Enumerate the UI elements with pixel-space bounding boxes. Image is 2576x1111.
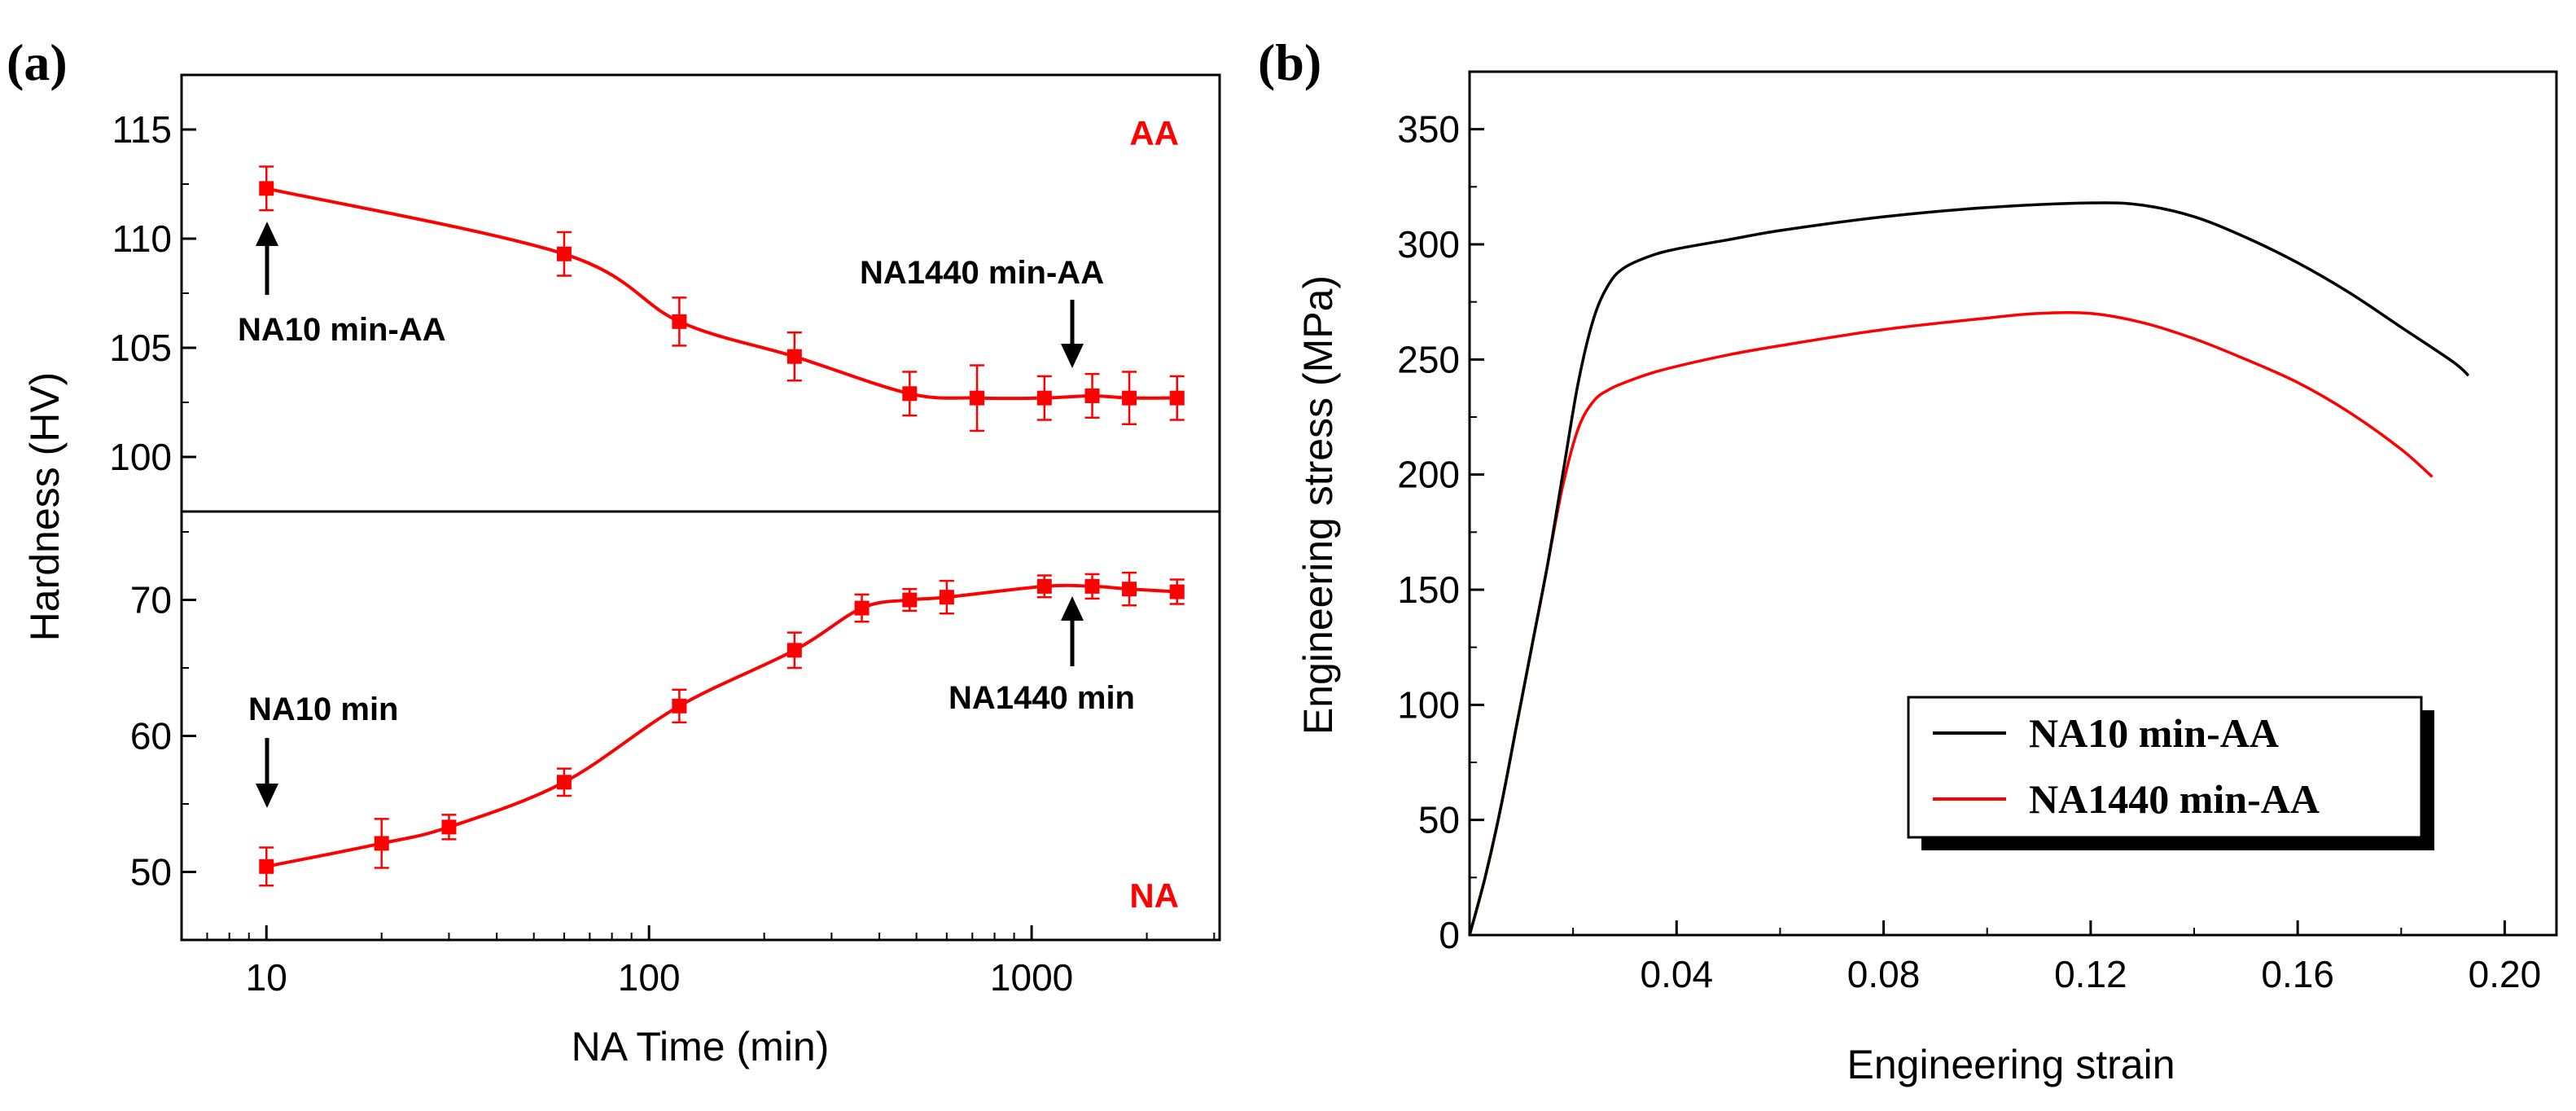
annotation-label: NA1440 min-AA xyxy=(860,255,1104,291)
y-tick-label: 0 xyxy=(1439,914,1460,956)
data-point xyxy=(1122,390,1137,406)
y-tick-label: 100 xyxy=(1397,683,1460,726)
y-tick-label: 250 xyxy=(1397,338,1460,380)
panel-b-frame xyxy=(1468,70,2558,937)
legend-box xyxy=(1907,696,2423,839)
arrow-down-head-icon xyxy=(1061,344,1084,368)
panel-a-ylabel: Hardness (HV) xyxy=(22,372,68,642)
data-point xyxy=(1036,578,1052,594)
x-tick-label: 0.12 xyxy=(2054,953,2127,995)
annotation-label: NA10 min xyxy=(248,692,399,727)
series-line-na10-min-aa xyxy=(1468,201,2470,936)
x-tick-label: 0.08 xyxy=(1847,953,1921,995)
data-point xyxy=(259,858,274,874)
y-tick-label: 70 xyxy=(130,579,172,621)
y-tick-label: 110 xyxy=(112,217,172,260)
y-tick-label: 150 xyxy=(1397,569,1460,611)
y-tick-label: 300 xyxy=(1397,223,1460,266)
series-line-aa xyxy=(265,187,1177,401)
x-tick-label: 0.20 xyxy=(2469,953,2542,995)
panel-a-top-tag: AA xyxy=(1129,114,1179,152)
data-point xyxy=(939,590,954,605)
data-point xyxy=(441,819,457,835)
data-point xyxy=(902,592,918,608)
data-point xyxy=(854,600,870,616)
x-tick-label: 100 xyxy=(618,956,681,999)
panel-a-frame xyxy=(180,73,1221,942)
x-tick-label: 0.16 xyxy=(2261,953,2334,995)
y-tick-label: 350 xyxy=(1397,108,1460,151)
y-tick-label: 105 xyxy=(109,327,172,369)
data-point xyxy=(1169,390,1185,406)
panel-a-ticks: 10 100 1000 100 105 110 115 50 60 70 xyxy=(109,108,1216,999)
legend: NA10 min-AA NA1440 min-AA xyxy=(1907,696,2434,850)
annotation-label: NA10 min-AA xyxy=(238,312,446,348)
data-point xyxy=(556,775,572,790)
annotation-label: NA1440 min xyxy=(948,680,1135,716)
y-tick-label: 50 xyxy=(130,851,172,894)
data-point xyxy=(1169,584,1185,599)
data-point xyxy=(556,246,572,261)
data-point xyxy=(1084,388,1100,403)
panel-b-ylabel: Engineering stress (MPa) xyxy=(1295,275,1341,735)
arrow-up-head-icon xyxy=(1061,596,1084,621)
x-tick-label: 0.04 xyxy=(1641,953,1714,995)
panel-b-label: (b) xyxy=(1258,33,1321,91)
y-tick-label: 50 xyxy=(1418,799,1460,841)
x-tick-label: 10 xyxy=(246,956,287,999)
data-point xyxy=(786,643,802,658)
arrow-up-head-icon xyxy=(256,222,278,246)
panel-a-top-plot xyxy=(259,165,1185,433)
data-point xyxy=(970,390,985,406)
data-point xyxy=(1084,578,1100,594)
series-line-na xyxy=(265,583,1177,868)
data-point xyxy=(902,386,918,402)
panel-a-bottom-plot xyxy=(259,571,1185,887)
annotation-na10-aa: NA10 min-AA xyxy=(238,222,446,348)
y-tick-label: 100 xyxy=(109,436,172,478)
panel-b-plot xyxy=(1468,201,2470,936)
legend-label-na10: NA10 min-AA xyxy=(2029,710,2279,756)
data-point xyxy=(374,836,389,851)
data-point xyxy=(672,314,687,329)
panel-a-bottom-tag: NA xyxy=(1129,876,1179,915)
y-tick-label: 115 xyxy=(112,108,172,151)
panel-a-xlabel: NA Time (min) xyxy=(572,1024,830,1069)
legend-label-na1440: NA1440 min-AA xyxy=(2029,776,2320,822)
arrow-down-head-icon xyxy=(256,784,278,808)
data-point xyxy=(259,181,274,196)
data-point xyxy=(1122,582,1137,597)
annotation-na1440-aa: NA1440 min-AA xyxy=(860,255,1104,368)
panel-b-xlabel: Engineering strain xyxy=(1847,1042,2175,1087)
annotation-na10: NA10 min xyxy=(248,692,399,808)
annotation-na1440: NA1440 min xyxy=(948,596,1135,716)
data-point xyxy=(786,349,802,364)
x-tick-label: 1000 xyxy=(990,956,1073,999)
panel-a-label: (a) xyxy=(7,33,68,91)
data-point xyxy=(1036,390,1052,406)
panel-b-ticks: 0.04 0.08 0.12 0.16 0.20 0 50 100 150 200 250 300 35… xyxy=(1397,108,2541,995)
data-point xyxy=(672,698,687,714)
y-tick-label: 200 xyxy=(1397,454,1460,496)
y-tick-label: 60 xyxy=(130,715,172,758)
